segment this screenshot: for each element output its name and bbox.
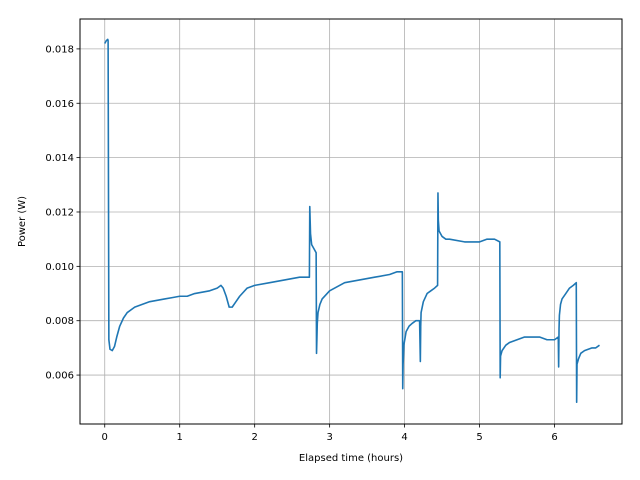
series-layer xyxy=(104,38,600,404)
y-tick-label: 0.016 xyxy=(45,99,74,110)
x-tick-label: 5 xyxy=(476,432,482,443)
x-tick-label: 4 xyxy=(401,432,407,443)
x-tick-label: 3 xyxy=(326,432,332,443)
x-tick-label: 0 xyxy=(102,432,108,443)
y-tick-label: 0.012 xyxy=(45,207,74,218)
y-tick-label: 0.014 xyxy=(45,153,74,164)
grid xyxy=(80,19,622,424)
y-tick-label: 0.006 xyxy=(45,371,74,382)
x-axis: 0 1 2 3 4 5 6 xyxy=(102,424,558,443)
x-axis-label: Elapsed time (hours) xyxy=(299,453,403,464)
y-tick-label: 0.008 xyxy=(45,316,74,327)
y-tick-label: 0.018 xyxy=(45,44,74,55)
plot-frame xyxy=(79,18,623,425)
y-axis: 0.006 0.008 0.010 0.012 0.014 0.016 0.018 xyxy=(45,44,80,382)
y-tick-label: 0.010 xyxy=(45,262,74,273)
series-line xyxy=(104,38,600,404)
y-axis-label: Power (W) xyxy=(17,196,28,247)
x-tick-label: 2 xyxy=(251,432,257,443)
x-tick-label: 1 xyxy=(177,432,183,443)
x-tick-label: 6 xyxy=(551,432,557,443)
